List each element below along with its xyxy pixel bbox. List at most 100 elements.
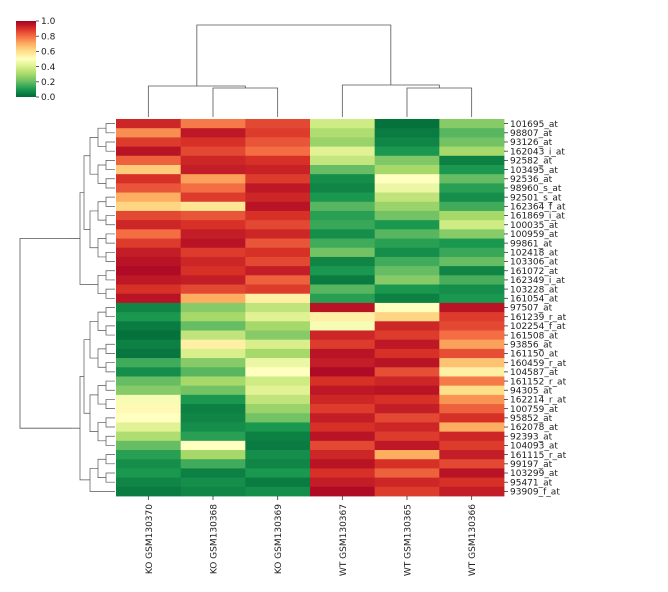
heatmap-cell — [310, 155, 376, 166]
heatmap-cell — [374, 183, 440, 193]
heatmap-cell — [310, 330, 376, 341]
heatmap-cell — [245, 413, 311, 423]
row-label: 160459_r_at — [510, 359, 567, 369]
heatmap-cell — [439, 486, 505, 497]
dendro-link — [89, 210, 98, 249]
heatmap-cell — [180, 266, 246, 276]
heatmap-cell — [374, 440, 440, 451]
heatmap-cell — [116, 431, 182, 442]
heatmap-cell — [374, 293, 440, 304]
heatmap-cell — [439, 404, 505, 414]
row-label: 99197_at — [510, 460, 553, 470]
row-label: 92582_at — [510, 157, 553, 167]
heatmap-cell — [180, 348, 246, 359]
heatmap-cell — [374, 284, 440, 295]
heatmap-cell — [439, 164, 505, 175]
heatmap-cell — [180, 174, 246, 184]
colorbar-gradient — [16, 21, 36, 97]
heatmap-cell — [180, 128, 246, 138]
heatmap-cell — [180, 247, 246, 258]
heatmap-cell — [374, 431, 440, 442]
heatmap-cell — [180, 137, 246, 147]
heatmap-cell — [245, 376, 311, 387]
column-dendrogram — [147, 24, 473, 117]
row-label: 102418_at — [510, 249, 558, 259]
heatmap-cell — [374, 275, 440, 285]
heatmap-cell — [180, 422, 246, 433]
heatmap-cell — [245, 155, 311, 166]
row-label: 162078_at — [510, 423, 558, 433]
dendro-link — [105, 417, 115, 428]
row-label: 95852_at — [510, 414, 553, 424]
heatmap-cell — [310, 404, 376, 414]
heatmap-cell — [116, 183, 182, 193]
heatmap-cell — [180, 477, 246, 488]
heatmap-cell — [180, 201, 246, 212]
heatmap-cell — [180, 431, 246, 442]
heatmap-cell — [374, 201, 440, 212]
heatmap-cell — [180, 358, 246, 368]
heatmap-cell — [439, 394, 505, 405]
dendro-link — [89, 137, 98, 175]
heatmap-cell — [245, 128, 311, 138]
dendro-link — [105, 123, 115, 134]
heatmap-cell — [245, 146, 311, 157]
heatmap-cell — [439, 376, 505, 387]
heatmap-cell — [245, 164, 311, 175]
heatmap-cell — [245, 275, 311, 285]
heatmap-cell — [310, 229, 376, 239]
heatmap-cell — [439, 247, 505, 258]
heatmap-cell — [245, 422, 311, 433]
heatmap-cell — [180, 385, 246, 396]
heatmap-cell — [180, 192, 246, 203]
row-label: 99861_at — [510, 239, 553, 249]
dendro-link — [97, 458, 106, 478]
heatmap-cell — [245, 302, 311, 313]
heatmap-cell — [374, 128, 440, 138]
heatmap-cell — [439, 220, 505, 230]
column-label: WT GSM130367 — [339, 504, 349, 576]
row-label: 97507_at — [510, 304, 553, 314]
heatmap-cell — [116, 284, 182, 295]
heatmap-cell — [310, 192, 376, 203]
dendro-link — [105, 160, 115, 170]
heatmap-cell — [116, 146, 182, 157]
heatmap-cell — [310, 275, 376, 285]
dendro-link — [97, 127, 106, 147]
heatmap-cell — [439, 128, 505, 138]
heatmap-cell — [180, 394, 246, 405]
heatmap-cell — [439, 312, 505, 322]
heatmap-cell — [310, 348, 376, 359]
heatmap-cell — [310, 358, 376, 368]
dendro-link — [105, 270, 115, 281]
heatmap-cell — [310, 128, 376, 138]
heatmap-cell — [374, 238, 440, 249]
dendro-link — [83, 155, 90, 230]
heatmap-cell — [116, 358, 182, 368]
heatmap-cell — [245, 137, 311, 147]
heatmap-cell — [310, 477, 376, 488]
dendro-link — [105, 362, 115, 373]
row-label: 92536_at — [510, 175, 553, 185]
heatmap-cell — [374, 468, 440, 479]
row-label: 162349_i_at — [510, 276, 565, 286]
row-label: 93126_at — [510, 138, 553, 148]
row-label: 162214_r_at — [510, 396, 567, 406]
heatmap-cell — [116, 210, 182, 221]
colorbar-tick-label: 0.6 — [41, 48, 56, 58]
heatmap-cell — [374, 385, 440, 396]
heatmap-cell — [310, 339, 376, 350]
heatmap-cell — [310, 468, 376, 479]
heatmap-cell — [374, 220, 440, 230]
heatmap-cell — [310, 376, 376, 387]
heatmap-cell — [439, 450, 505, 460]
heatmap-cell — [439, 431, 505, 442]
column-label: WT GSM130365 — [404, 504, 414, 576]
heatmap-cell — [116, 137, 182, 147]
heatmap-cell — [245, 440, 311, 451]
heatmap-cell — [245, 192, 311, 203]
heatmap-cell — [374, 155, 440, 166]
row-label: 161115_r_at — [510, 451, 567, 461]
row-label: 95471_at — [510, 478, 553, 488]
heatmap-cell — [245, 119, 311, 129]
